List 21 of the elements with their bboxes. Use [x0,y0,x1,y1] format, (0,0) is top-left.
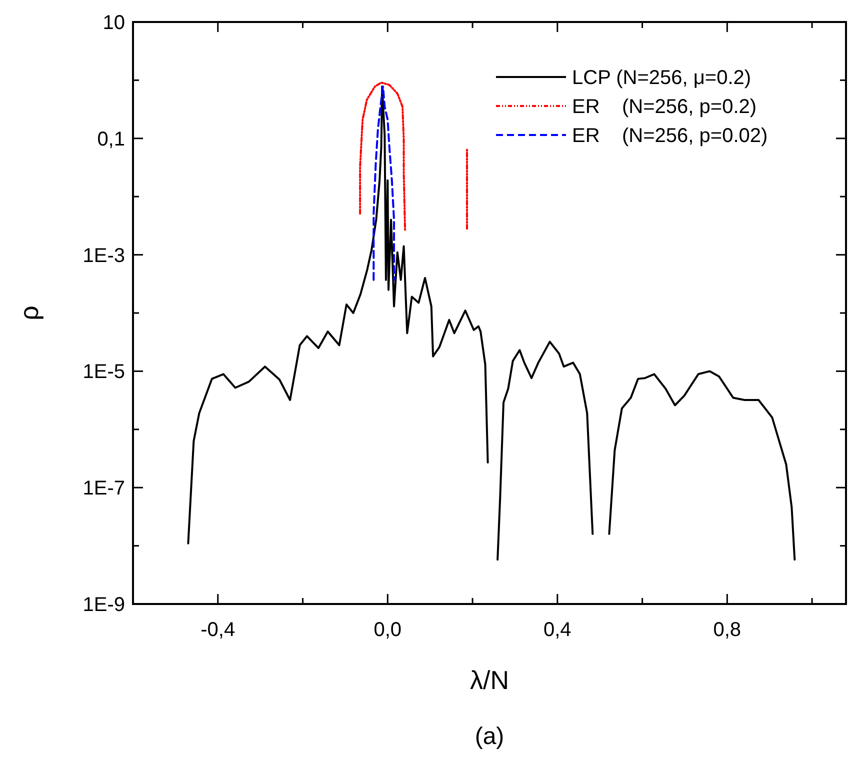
y-tick-label: 0,1 [97,128,125,150]
line-series [372,85,396,281]
y-tick-label: 1E-7 [82,478,125,500]
legend-label: ER (N=256, p=0.02) [572,125,768,147]
line-series [608,370,796,561]
x-tick-label: 0,8 [713,619,742,641]
y-tick-label: 1E-5 [82,361,125,384]
text: (a) [474,723,504,750]
line-series [187,85,489,544]
x-tick-label: -0,4 [200,619,236,641]
x-axis-title: λ/N [470,665,509,695]
legend-label: LCP (N=256, μ=0.2) [572,67,752,89]
x-tick-label: 0,4 [544,619,572,641]
y-tick-label: 10 [102,12,125,34]
y-tick-label: 1E-9 [82,594,125,616]
line-series [496,340,594,561]
y-axis-title: ρ [14,306,44,320]
legend-label: ER (N=256, p=0.2) [572,96,757,118]
x-tick-label: 0,0 [374,619,402,641]
y-tick-label: 1E-3 [82,244,125,267]
line-series [359,82,406,231]
